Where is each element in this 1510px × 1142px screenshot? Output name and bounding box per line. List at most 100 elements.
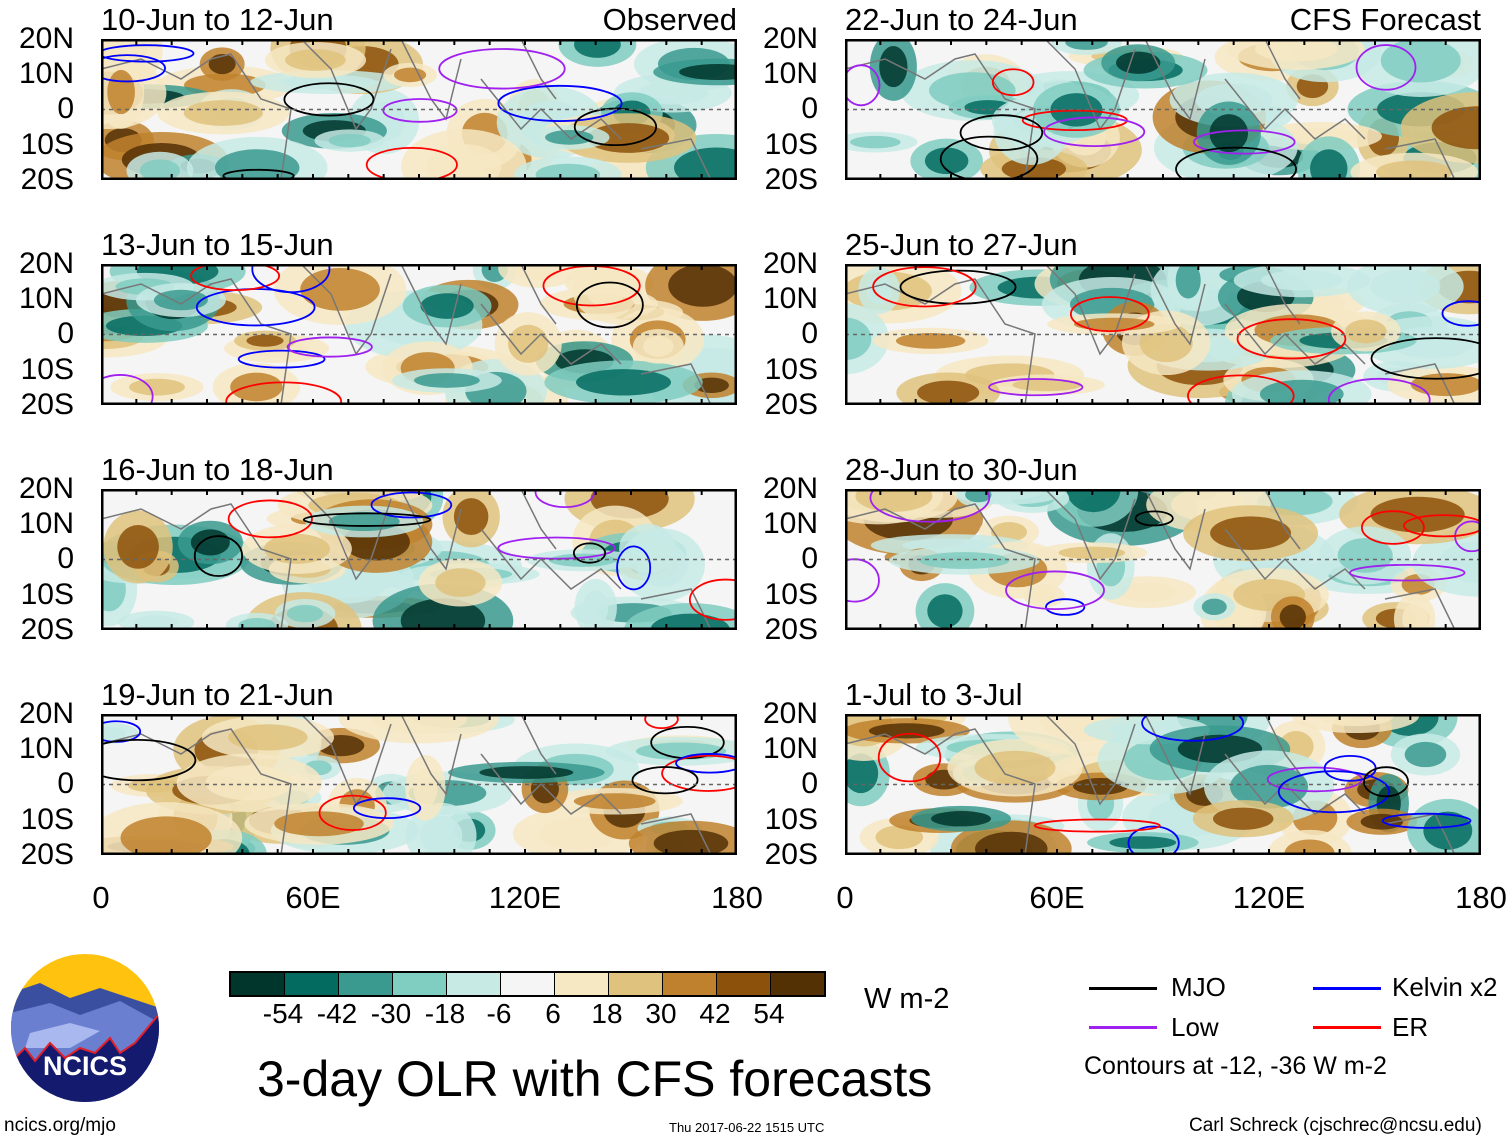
wave-contour xyxy=(1134,510,1174,527)
wave-contour xyxy=(959,114,1044,151)
legend-line-er xyxy=(1313,1026,1381,1029)
lat-label: 10N xyxy=(18,57,74,91)
olr-anomaly-blob xyxy=(1201,598,1227,615)
colorbar-swatch xyxy=(555,973,609,995)
colorbar-tick-label: -54 xyxy=(262,998,304,1029)
wave-contour xyxy=(1141,714,1245,742)
wave-contour xyxy=(572,542,607,564)
wave-contour xyxy=(877,732,942,783)
lat-label: 20N xyxy=(762,247,818,280)
olr-anomaly-blob xyxy=(328,133,371,148)
olr-map-panel xyxy=(845,489,1481,630)
olr-map xyxy=(101,264,737,405)
lon-label: 0 xyxy=(92,880,110,915)
lon-label: 0 xyxy=(836,880,854,915)
lat-label: 10S xyxy=(20,127,74,161)
credit: Carl Schreck (cjschrec@ncsu.edu) xyxy=(1189,1115,1482,1136)
olr-anomaly-blob xyxy=(1254,39,1338,62)
olr-anomaly-blob xyxy=(208,54,236,75)
wave-contour xyxy=(534,489,596,509)
olr-anomaly-blob xyxy=(413,768,438,808)
wave-contour xyxy=(675,753,737,774)
wave-contour xyxy=(1363,766,1409,798)
wave-contour xyxy=(318,794,387,831)
olr-anomaly-blob xyxy=(264,533,330,564)
wave-contour xyxy=(1127,825,1180,855)
colorbar-swatch xyxy=(231,973,285,995)
colorbar-swatch xyxy=(447,973,501,995)
lat-label: 20N xyxy=(762,697,818,730)
olr-anomaly-blob xyxy=(917,380,980,405)
olr-anomaly-blob xyxy=(285,49,346,71)
lat-label: 10N xyxy=(762,507,818,541)
lat-label: 10N xyxy=(18,282,74,316)
olr-anomaly-blob xyxy=(1175,264,1201,299)
legend-label-kelvin: Kelvin x2 xyxy=(1392,972,1498,1002)
lon-label: 60E xyxy=(1029,880,1085,915)
olr-map-panel xyxy=(101,39,737,180)
lat-label: 20S xyxy=(764,387,818,421)
olr-anomaly-blob xyxy=(679,63,737,80)
wave-contour xyxy=(1005,570,1105,611)
source-url[interactable]: ncics.org/mjo xyxy=(4,1115,116,1136)
lat-label: 10S xyxy=(20,577,74,611)
colorbar-swatch xyxy=(393,973,447,995)
olr-anomaly-blob xyxy=(435,568,486,597)
lat-label: 20S xyxy=(20,387,74,421)
olr-anomaly-blob xyxy=(1404,741,1447,768)
lat-label: 10N xyxy=(762,57,818,91)
colorbar-swatch xyxy=(339,973,393,995)
olr-anomaly-blob xyxy=(919,552,1010,569)
colorbar xyxy=(229,971,826,997)
olr-map xyxy=(845,264,1481,405)
wave-contour xyxy=(302,512,432,527)
olr-anomaly-blob xyxy=(228,724,308,751)
wave-contour xyxy=(1370,337,1481,380)
colorbar-swatch xyxy=(609,973,663,995)
lat-label: 0 xyxy=(57,542,74,576)
olr-anomaly-blob xyxy=(582,590,609,625)
wave-contour xyxy=(382,98,458,123)
wave-contour xyxy=(352,797,422,820)
olr-anomaly-blob xyxy=(1260,270,1343,291)
legend-line-mjo xyxy=(1089,987,1157,990)
wave-contour xyxy=(661,754,737,792)
olr-anomaly-blob xyxy=(1066,489,1121,513)
lat-label: 10N xyxy=(762,282,818,316)
lat-label: 10N xyxy=(18,507,74,541)
wave-contour xyxy=(575,281,644,329)
olr-anomaly-blob xyxy=(1345,319,1387,344)
colorbar-swatch xyxy=(771,973,824,995)
olr-anomaly-blob xyxy=(1118,582,1177,602)
olr-anomaly-blob xyxy=(1065,39,1108,50)
panel-source-tag: CFS Forecast xyxy=(1289,2,1481,37)
olr-anomaly-blob xyxy=(674,147,737,180)
panel-title: 13-Jun to 15-Jun xyxy=(101,227,334,262)
legend-label-mjo: MJO xyxy=(1171,972,1226,1002)
wave-contour xyxy=(1043,116,1146,148)
wave-contour xyxy=(101,374,154,405)
lat-label: 20N xyxy=(18,247,74,280)
olr-anomaly-blob xyxy=(668,264,737,307)
lat-label: 10S xyxy=(764,577,818,611)
wave-contour xyxy=(370,491,453,519)
wave-contour xyxy=(1403,514,1481,538)
lat-label: 20S xyxy=(20,837,74,871)
olr-anomaly-blob xyxy=(850,135,901,149)
wave-contour xyxy=(497,84,623,122)
wave-contour xyxy=(1193,129,1296,155)
olr-anomaly-blob xyxy=(286,604,324,623)
olr-map-panel xyxy=(101,489,737,630)
olr-anomaly-blob xyxy=(1230,764,1309,809)
olr-anomaly-blob xyxy=(1209,114,1249,153)
olr-anomaly-blob xyxy=(1337,537,1393,573)
wave-contour xyxy=(365,147,458,180)
wave-contour xyxy=(845,64,881,107)
olr-anomaly-blob xyxy=(927,594,963,628)
wave-contour xyxy=(1175,146,1297,180)
olr-map-panel xyxy=(845,39,1481,180)
lat-label: 20S xyxy=(764,162,818,196)
wave-contour xyxy=(616,545,652,591)
legend-label-low: Low xyxy=(1171,1012,1219,1042)
olr-anomaly-blob xyxy=(845,753,879,794)
